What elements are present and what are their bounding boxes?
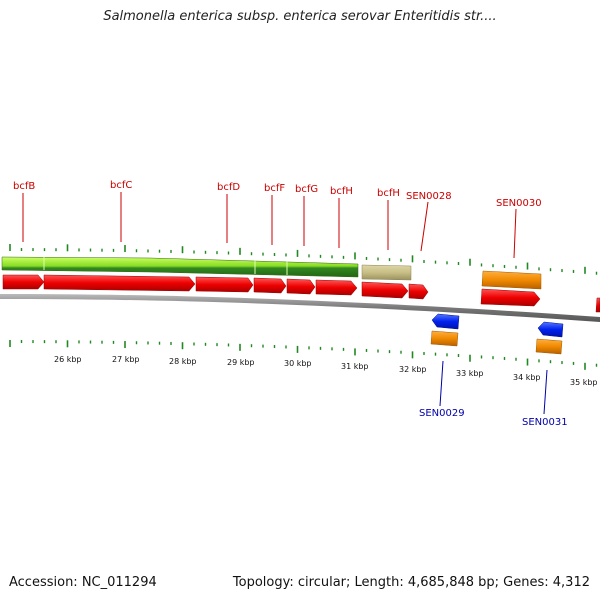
kbp-scale: 26 kbp 27 kbp 28 kbp 29 kbp 30 kbp 31 kb… <box>54 355 598 387</box>
forward-genes <box>2 274 600 313</box>
label-bcfH[interactable]: bcfH <box>330 186 353 197</box>
gene-bcfF[interactable] <box>253 277 287 294</box>
gene-bcfB[interactable] <box>2 274 45 290</box>
kbp-label: 33 kbp <box>456 369 484 378</box>
label-leaders-red <box>22 192 517 259</box>
kbp-label: 27 kbp <box>112 355 140 364</box>
kbp-label: 32 kbp <box>399 365 427 374</box>
kbp-label: 34 kbp <box>513 373 541 382</box>
label-SEN0030[interactable]: SEN0030 <box>496 198 542 209</box>
kbp-label: 26 kbp <box>54 355 82 364</box>
label-SEN0031[interactable]: SEN0031 <box>522 417 568 428</box>
gene-red-8[interactable] <box>408 283 429 300</box>
pathway-track <box>1 256 359 278</box>
gene-bcfC[interactable] <box>43 274 196 292</box>
gene-bcfD[interactable] <box>195 276 254 293</box>
gene-orange-rev-2[interactable] <box>535 338 563 355</box>
gene-red-9[interactable] <box>480 288 541 307</box>
label-bcfC[interactable]: bcfC <box>110 180 132 191</box>
kbp-label: 30 kbp <box>284 359 312 368</box>
gene-bcfG[interactable] <box>286 278 316 295</box>
gene-SEN0030[interactable] <box>481 270 542 290</box>
gene-bcfH[interactable] <box>315 279 358 296</box>
label-leaders-blue <box>439 360 548 415</box>
gene-SEN0031[interactable] <box>537 321 564 338</box>
label-bcfF[interactable]: bcfF <box>264 183 285 194</box>
kbp-label: 35 kbp <box>570 378 598 387</box>
label-bcfG[interactable]: bcfG <box>295 184 318 195</box>
gene-SEN0029[interactable] <box>431 313 460 330</box>
label-SEN0029[interactable]: SEN0029 <box>419 408 465 419</box>
upper-tick-row <box>9 244 598 275</box>
gene-orange-rev-1[interactable] <box>430 330 459 347</box>
label-bcfH-2[interactable]: bcfH <box>377 188 400 199</box>
kbp-label: 31 kbp <box>341 362 369 371</box>
gene-SEN0028[interactable] <box>361 264 412 281</box>
kbp-label: 28 kbp <box>169 357 197 366</box>
lower-tick-row <box>9 340 598 370</box>
topology-summary: Topology: circular; Length: 4,685,848 bp… <box>232 575 590 590</box>
kbp-label: 29 kbp <box>227 358 255 367</box>
accession-text: Accession: NC_011294 <box>9 575 157 590</box>
genome-title: Salmonella enterica subsp. enterica sero… <box>103 9 497 24</box>
label-bcfB[interactable]: bcfB <box>13 181 35 192</box>
label-SEN0028[interactable]: SEN0028 <box>406 191 452 202</box>
label-bcfD[interactable]: bcfD <box>217 182 240 193</box>
gene-red-10[interactable] <box>595 297 600 313</box>
genome-backbone <box>0 294 600 322</box>
gene-red-7[interactable] <box>361 281 409 299</box>
